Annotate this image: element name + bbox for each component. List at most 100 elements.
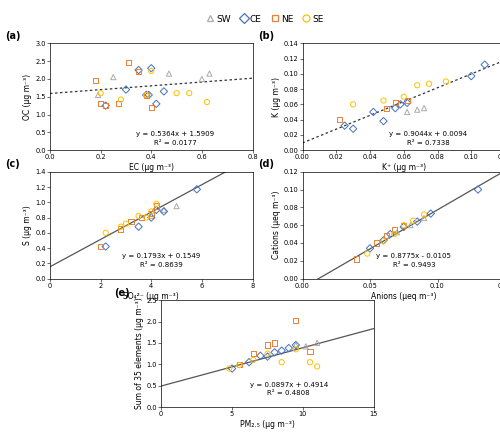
Point [102,229,110,236]
X-axis label: EC (μg m⁻³): EC (μg m⁻³) [129,163,174,172]
Point [160,207,168,213]
Point [313,363,321,370]
Point [306,359,314,365]
Point [235,362,243,368]
Text: R² = 0.0177: R² = 0.0177 [154,140,197,146]
Text: y = 0.8775x - 0.0105: y = 0.8775x - 0.0105 [376,253,452,259]
Point [203,99,211,106]
Point [185,90,193,97]
Y-axis label: Sum of 35 elements (μg m⁻³): Sum of 35 elements (μg m⁻³) [134,298,143,410]
Point [292,342,300,349]
Point [152,203,160,210]
Point [370,109,378,116]
Point [256,352,264,359]
Point [264,353,272,360]
Point [380,97,388,104]
Point [117,226,125,233]
Text: R² = 0.7338: R² = 0.7338 [406,140,450,146]
Point [406,222,414,229]
Point [225,365,233,372]
Point [400,222,408,229]
Point [235,361,243,368]
Text: (a): (a) [6,31,21,41]
Point [390,226,398,233]
Point [292,346,300,353]
Text: y = 0.9044x + 0.0094: y = 0.9044x + 0.0094 [389,131,467,137]
Point [142,91,150,98]
Point [142,214,150,221]
Text: (d): (d) [258,159,274,169]
Point [313,339,321,346]
Y-axis label: K (μg m⁻³): K (μg m⁻³) [272,77,280,117]
Point [396,101,404,108]
Point [147,65,155,72]
Point [193,186,201,193]
Point [160,88,168,95]
Text: y = 0.5364x + 1.5909: y = 0.5364x + 1.5909 [136,131,214,137]
Point [400,222,408,229]
Point [380,118,388,125]
Point [366,245,374,252]
Point [147,210,155,217]
Y-axis label: Cations (μeq m⁻³): Cations (μeq m⁻³) [272,191,280,259]
Point [427,210,435,217]
Point [425,80,433,87]
Text: (c): (c) [6,159,20,169]
Point [152,207,160,213]
Point [413,218,421,225]
X-axis label: SO₄²⁻ (μg m⁻³): SO₄²⁻ (μg m⁻³) [124,291,179,301]
Point [390,231,398,238]
Point [134,213,142,220]
Point [165,70,173,77]
Point [336,116,344,123]
Point [392,105,400,112]
Point [96,90,104,97]
Point [386,231,394,238]
Text: (e): (e) [114,288,130,298]
Point [292,317,300,324]
Point [102,102,110,109]
Point [134,68,142,75]
Point [102,243,110,250]
X-axis label: PM₂.₅ (μg m⁻³): PM₂.₅ (μg m⁻³) [240,420,295,429]
Point [270,349,278,356]
Point [172,203,180,210]
Point [409,217,417,224]
Point [420,211,428,218]
Point [382,233,390,239]
Y-axis label: OC (μg m⁻³): OC (μg m⁻³) [24,74,32,120]
Text: y = 0.1793x + 0.1549: y = 0.1793x + 0.1549 [122,253,200,259]
Point [413,106,421,113]
Text: (b): (b) [258,31,274,41]
Point [124,59,132,66]
Point [147,208,155,215]
Point [400,223,408,230]
X-axis label: Anions (μeq m⁻³): Anions (μeq m⁻³) [371,291,436,301]
Point [110,74,118,81]
Point [250,350,258,357]
Point [117,223,125,230]
Point [122,220,130,227]
Point [340,122,348,129]
Point [114,100,122,107]
Point [392,99,400,106]
Point [245,359,253,365]
X-axis label: K⁺ (μg m⁻³): K⁺ (μg m⁻³) [382,163,426,172]
Point [481,61,489,68]
Point [228,365,236,372]
Point [302,343,310,350]
Point [264,342,272,349]
Point [172,90,180,97]
Text: R² = 0.9493: R² = 0.9493 [392,262,435,268]
Point [96,100,104,107]
Point [270,339,278,346]
Point [147,68,155,74]
Point [122,86,130,93]
Point [364,250,372,257]
Point [198,75,206,82]
Point [117,96,125,103]
Point [144,91,152,98]
Point [292,342,300,349]
Point [403,99,411,106]
Point [160,208,168,215]
